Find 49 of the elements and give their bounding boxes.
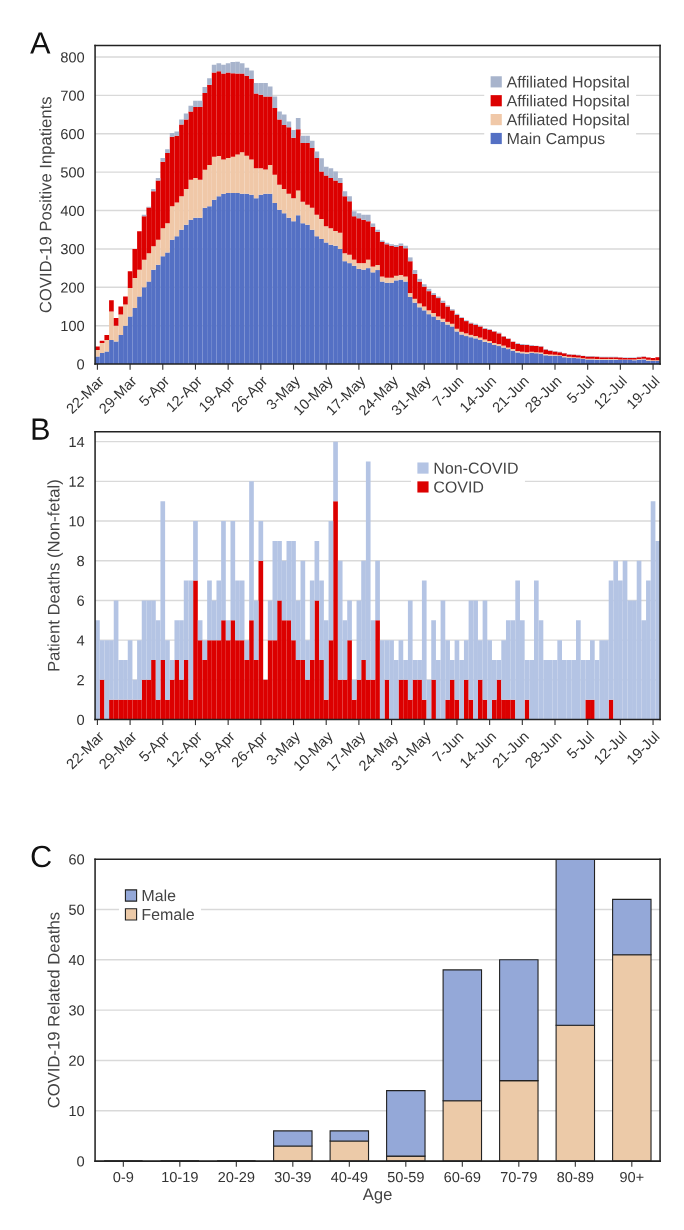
x-tick-label: 20-29 [218,1171,255,1183]
x-tick-label: 40-49 [331,1171,368,1183]
legend-label: Female [142,908,194,921]
legend-label: Non-COVID [434,462,518,474]
y-tick-label: 500 [60,167,85,178]
y-tick-label: 10 [69,516,85,527]
x-tick-label: 50-59 [387,1171,424,1183]
legend-label: Affiliated Hopsital [506,75,629,91]
y-tick-label: 200 [61,282,85,293]
x-tick-label: 0-9 [113,1171,134,1183]
legend-label: Main Campus [507,132,605,148]
y-tick-label: 0 [77,714,85,725]
y-tick-label: 4 [76,635,85,646]
y-tick-label: 60 [69,854,85,865]
y-tick-label: 400 [60,205,85,216]
y-axis-title: COVID-19 Related Deaths [47,912,60,1108]
legend-label: Affiliated Hopsital [506,113,629,129]
y-tick-label: 600 [61,128,85,140]
x-tick-label: 10-19 [162,1171,198,1183]
chart-title: C [31,845,51,868]
legend-label: Male [142,889,176,902]
y-tick-label: 6 [77,595,85,606]
y-axis-title: COVID-19 Positive Inpatients [39,97,55,313]
x-tick-label: 70-79 [500,1171,537,1183]
x-tick-label: 60-69 [444,1171,481,1183]
y-tick-label: 50 [69,904,85,915]
y-tick-label: 14 [69,436,85,447]
x-axis-title: Age [362,1188,392,1204]
chart-title: A [30,32,51,54]
x-tick-label: 80-89 [557,1171,594,1183]
x-tick-label: 30-39 [274,1171,311,1183]
y-tick-label: 300 [60,244,85,255]
y-tick-label: 30 [69,1005,85,1016]
chart-title: B [32,418,49,440]
y-tick-label: 8 [77,555,85,567]
y-tick-label: 0 [77,359,85,370]
y-tick-label: 40 [68,954,85,966]
y-tick-label: 0 [77,1156,85,1167]
y-tick-label: 20 [69,1055,85,1066]
y-tick-label: 800 [60,52,85,63]
y-tick-label: 12 [69,476,84,487]
y-tick-label: 700 [61,90,85,101]
y-tick-label: 100 [61,320,85,332]
y-axis-title: Patient Deaths (Non-fetal) [47,480,63,671]
y-tick-label: 2 [77,674,84,686]
y-tick-label: 10 [69,1105,85,1117]
legend-label: COVID [434,481,484,493]
legend-label: Affiliated Hopsital [506,94,629,110]
x-tick-label: 90+ [620,1171,644,1183]
